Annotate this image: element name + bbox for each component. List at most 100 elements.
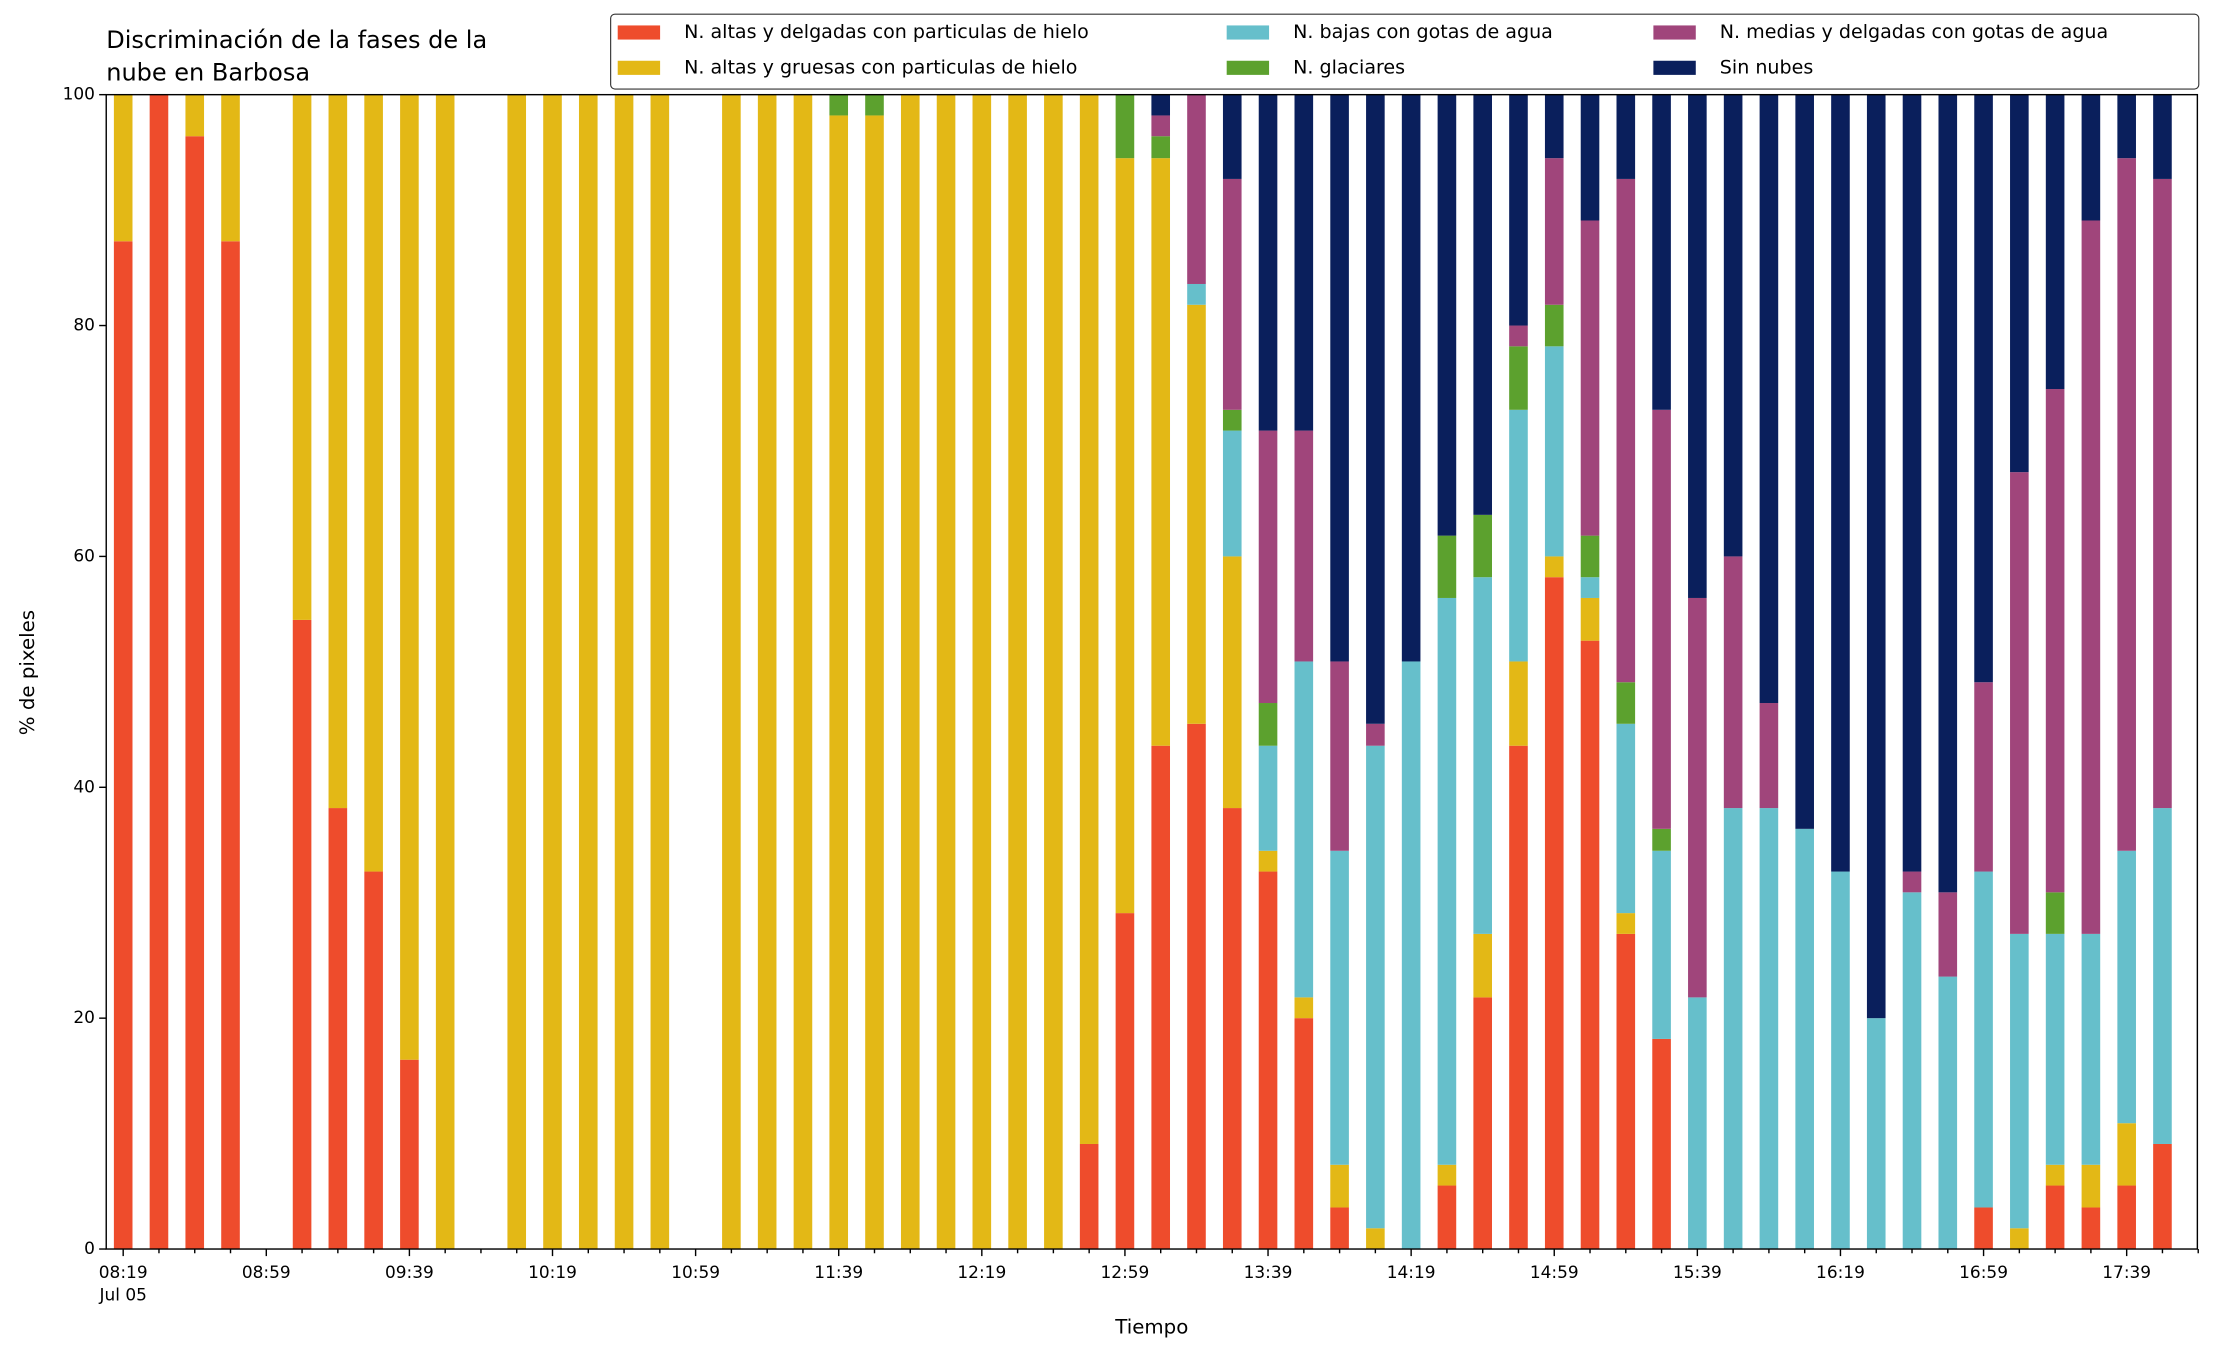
bar-segment — [2045, 892, 2065, 934]
x-tick-label: 16:59 — [1959, 1262, 2008, 1282]
bar-segment — [1401, 94, 1421, 662]
legend-swatch — [1653, 25, 1696, 40]
bar-segment — [1652, 94, 1671, 410]
bar-segment — [1759, 703, 1779, 809]
bar-segment — [185, 136, 205, 1250]
x-tick-label: 08:19 — [99, 1262, 148, 1282]
bar-segment — [2117, 158, 2136, 851]
bar-segment — [793, 94, 813, 1250]
bar-segment — [1294, 94, 1314, 431]
bar-segment — [972, 94, 992, 1250]
bar-segment — [2081, 220, 2101, 934]
bar-segment — [1437, 94, 1457, 536]
bar-segment — [1580, 597, 1600, 641]
bar-segment — [2081, 94, 2101, 221]
bar-segment — [1974, 1207, 1993, 1250]
bar-segment — [614, 94, 634, 1250]
bar-segment — [900, 94, 920, 1250]
bar-segment — [1115, 913, 1135, 1250]
legend-box — [610, 13, 2200, 90]
bar-segment — [1258, 850, 1278, 872]
bar-segment — [1151, 136, 1171, 159]
bar-segment — [1831, 871, 1850, 1250]
bar-segment — [1544, 94, 1564, 159]
y-tick-label: 80 — [73, 315, 95, 335]
bar-segment — [1831, 94, 1850, 872]
bar-segment — [1938, 976, 1958, 1250]
bar-segment — [1366, 745, 1385, 1229]
bar-segment — [1473, 933, 1492, 998]
bar-segment — [2153, 1143, 2172, 1250]
bar-segment — [2010, 1228, 2029, 1250]
bar-segment — [1974, 94, 1993, 683]
legend-label: N. bajas con gotas de agua — [1293, 21, 1553, 43]
bar-segment — [1795, 828, 1814, 1250]
bar-segment — [1151, 158, 1171, 746]
bar-segment — [1258, 871, 1278, 1250]
bar-segment — [185, 94, 205, 137]
bar-segment — [1294, 430, 1314, 662]
bar-segment — [1509, 325, 1528, 347]
bar-segment — [1294, 1018, 1314, 1250]
bar-segment — [1330, 850, 1349, 1165]
y-tick-label: 100 — [63, 84, 95, 104]
bar-segment — [2045, 94, 2065, 390]
x-tick-label: 15:39 — [1673, 1262, 1722, 1282]
bar-segment — [1437, 535, 1457, 598]
bar-segment — [328, 94, 348, 809]
x-tick-label: 12:19 — [957, 1262, 1006, 1282]
bar-segment — [1401, 661, 1421, 1250]
bar-segment — [1580, 535, 1600, 578]
x-tick-label: 09:39 — [385, 1262, 434, 1282]
bar-segment — [1616, 682, 1636, 724]
bar-segment — [221, 241, 240, 1250]
bar-segment — [1330, 94, 1349, 662]
bar-segment — [1759, 94, 1779, 704]
bar-segment — [1688, 597, 1707, 998]
bar-segment — [2117, 1123, 2136, 1186]
bar-segment — [1473, 514, 1492, 578]
bar-segment — [2117, 94, 2136, 159]
legend-label: N. glaciares — [1293, 56, 1405, 78]
bar-segment — [1866, 94, 1886, 1019]
bar-segment — [1222, 409, 1242, 431]
bar-segment — [1580, 94, 1600, 221]
bar-segment — [1473, 94, 1492, 515]
bar-segment — [2045, 933, 2065, 1165]
bar-segment — [1437, 597, 1457, 1165]
bar-segment — [1509, 409, 1528, 662]
x-tick-label: 12:59 — [1101, 1262, 1150, 1282]
bar-segment — [1222, 556, 1242, 809]
bar-segment — [2117, 1185, 2136, 1250]
bar-segment — [1330, 661, 1349, 851]
bar-segment — [400, 1059, 419, 1250]
bar-segment — [1688, 997, 1707, 1250]
bar-segment — [1544, 158, 1564, 305]
bar-segment — [1652, 1038, 1671, 1250]
bar-segment — [650, 94, 670, 1250]
bar-segment — [722, 94, 741, 1250]
bar-segment — [1902, 871, 1922, 893]
bar-segment — [2045, 389, 2065, 893]
bar-segment — [1258, 703, 1278, 746]
legend-swatch — [1226, 60, 1270, 75]
bar-segment — [1652, 850, 1671, 1039]
bar-segment — [1473, 577, 1492, 934]
bar-segment — [221, 94, 240, 242]
bar-segment — [829, 94, 849, 116]
bar-segment — [1544, 304, 1564, 347]
bar-segment — [2153, 808, 2172, 1144]
bar-segment — [1544, 577, 1564, 1250]
x-tick-label: 08:59 — [242, 1262, 291, 1282]
x-sublabel: Jul 05 — [99, 1285, 147, 1305]
bar-segment — [1795, 94, 1814, 829]
bar-segment — [1759, 808, 1779, 1250]
bar-segment — [2117, 850, 2136, 1124]
bar-segment — [1616, 178, 1636, 683]
bar-segment — [2081, 1207, 2101, 1250]
bar-segment — [1115, 158, 1135, 914]
bar-segment — [829, 115, 849, 1250]
plot-frame — [105, 93, 2199, 1250]
